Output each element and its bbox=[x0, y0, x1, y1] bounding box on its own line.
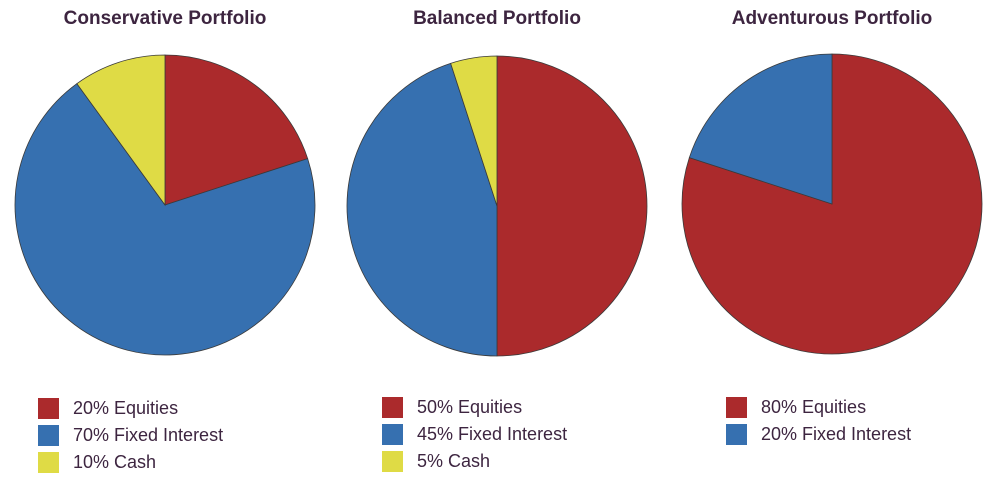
swatch-fixed-interest bbox=[382, 424, 403, 445]
legend-item-equities: 50% Equities bbox=[382, 394, 567, 421]
legend-item-cash: 10% Cash bbox=[38, 449, 223, 476]
pie-slice-cash bbox=[76, 54, 166, 207]
chart-title: Adventurous Portfolio bbox=[731, 8, 933, 29]
swatch-fixed-interest bbox=[726, 424, 747, 445]
legend-item-fixed-interest: 20% Fixed Interest bbox=[726, 421, 911, 448]
swatch-equities bbox=[726, 397, 747, 418]
legend-adventurous: 80% Equities 20% Fixed Interest bbox=[726, 394, 911, 448]
swatch-equities bbox=[382, 397, 403, 418]
pie-slice-equities bbox=[496, 55, 648, 357]
swatch-equities bbox=[38, 398, 59, 419]
swatch-cash bbox=[382, 451, 403, 472]
pie-slice-fixed-interest bbox=[688, 53, 833, 205]
chart-title: Conservative Portfolio bbox=[63, 8, 267, 29]
swatch-fixed-interest bbox=[38, 425, 59, 446]
legend-item-fixed-interest: 45% Fixed Interest bbox=[382, 421, 567, 448]
pie-slice-fixed-interest bbox=[14, 83, 316, 356]
legend-conservative: 20% Equities 70% Fixed Interest 10% Cash bbox=[38, 395, 223, 476]
swatch-cash bbox=[38, 452, 59, 473]
chart-title: Balanced Portfolio bbox=[413, 8, 581, 29]
legend-item-equities: 80% Equities bbox=[726, 394, 911, 421]
legend-item-cash: 5% Cash bbox=[382, 448, 567, 475]
legend-item-fixed-interest: 70% Fixed Interest bbox=[38, 422, 223, 449]
legend-balanced: 50% Equities 45% Fixed Interest 5% Cash bbox=[382, 394, 567, 475]
pie-slice-fixed-interest bbox=[346, 62, 498, 357]
pie-slice-cash bbox=[450, 55, 498, 207]
pie-slice-equities bbox=[164, 54, 309, 206]
legend-item-equities: 20% Equities bbox=[38, 395, 223, 422]
